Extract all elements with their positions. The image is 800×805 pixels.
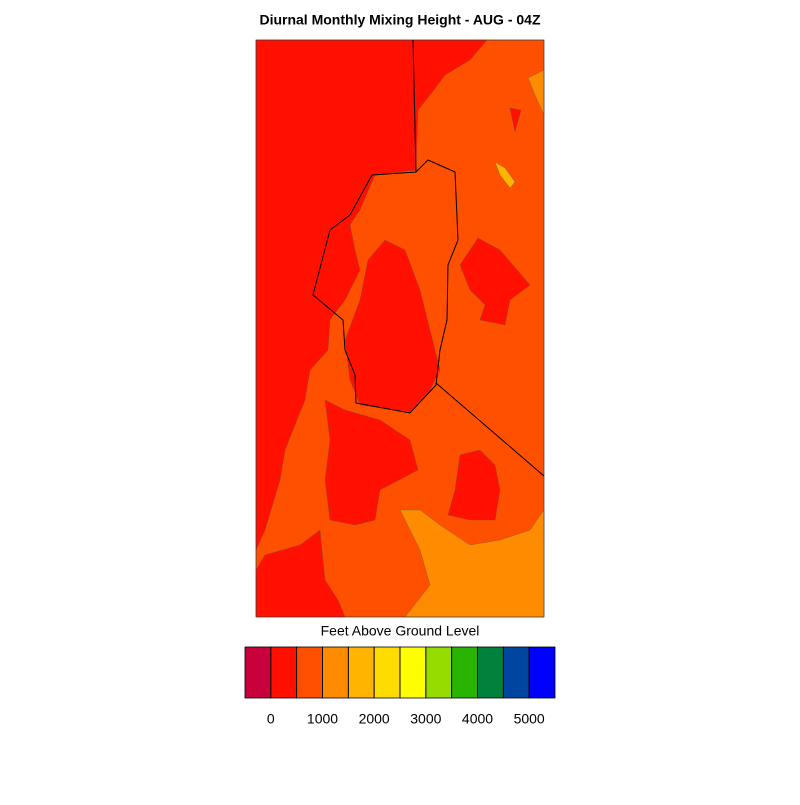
colorbar-box [296, 646, 323, 699]
state-border [435, 382, 545, 477]
region [255, 529, 346, 618]
colorbar-box [322, 646, 349, 699]
colorbar-label: Feet Above Ground Level [321, 623, 480, 639]
state-border [412, 39, 417, 173]
colorbar-box [399, 646, 427, 699]
colorbar-box [528, 646, 556, 699]
colorbar-tick-label: 0 [267, 711, 275, 727]
colorbar-box [347, 646, 375, 699]
map-frame [255, 39, 545, 618]
colorbar-box [270, 646, 298, 699]
region [324, 399, 419, 526]
colorbar-box [373, 646, 401, 699]
colorbar-tick-label: 1000 [307, 711, 338, 727]
colorbar-box [451, 646, 478, 699]
region [255, 39, 488, 551]
colorbar-tick-label: 2000 [359, 711, 390, 727]
colorbar-tick-label: 5000 [514, 711, 545, 727]
colorbar-box [502, 646, 530, 699]
colorbar-box [425, 646, 453, 699]
colorbar-tick-label: 4000 [462, 711, 493, 727]
colorbar-tick-label: 3000 [410, 711, 441, 727]
region [494, 161, 516, 189]
region [459, 237, 531, 326]
region [399, 509, 545, 618]
region [509, 107, 522, 133]
state-border [312, 159, 459, 414]
map [255, 39, 545, 618]
region [344, 239, 441, 413]
region [447, 449, 501, 521]
colorbar: 0 1000 2000 3000 4000 5000 [244, 646, 556, 727]
title: Diurnal Monthly Mixing Height - AUG - 04… [259, 12, 540, 28]
colorbar-box [477, 646, 504, 699]
colorbar-box [244, 646, 272, 699]
